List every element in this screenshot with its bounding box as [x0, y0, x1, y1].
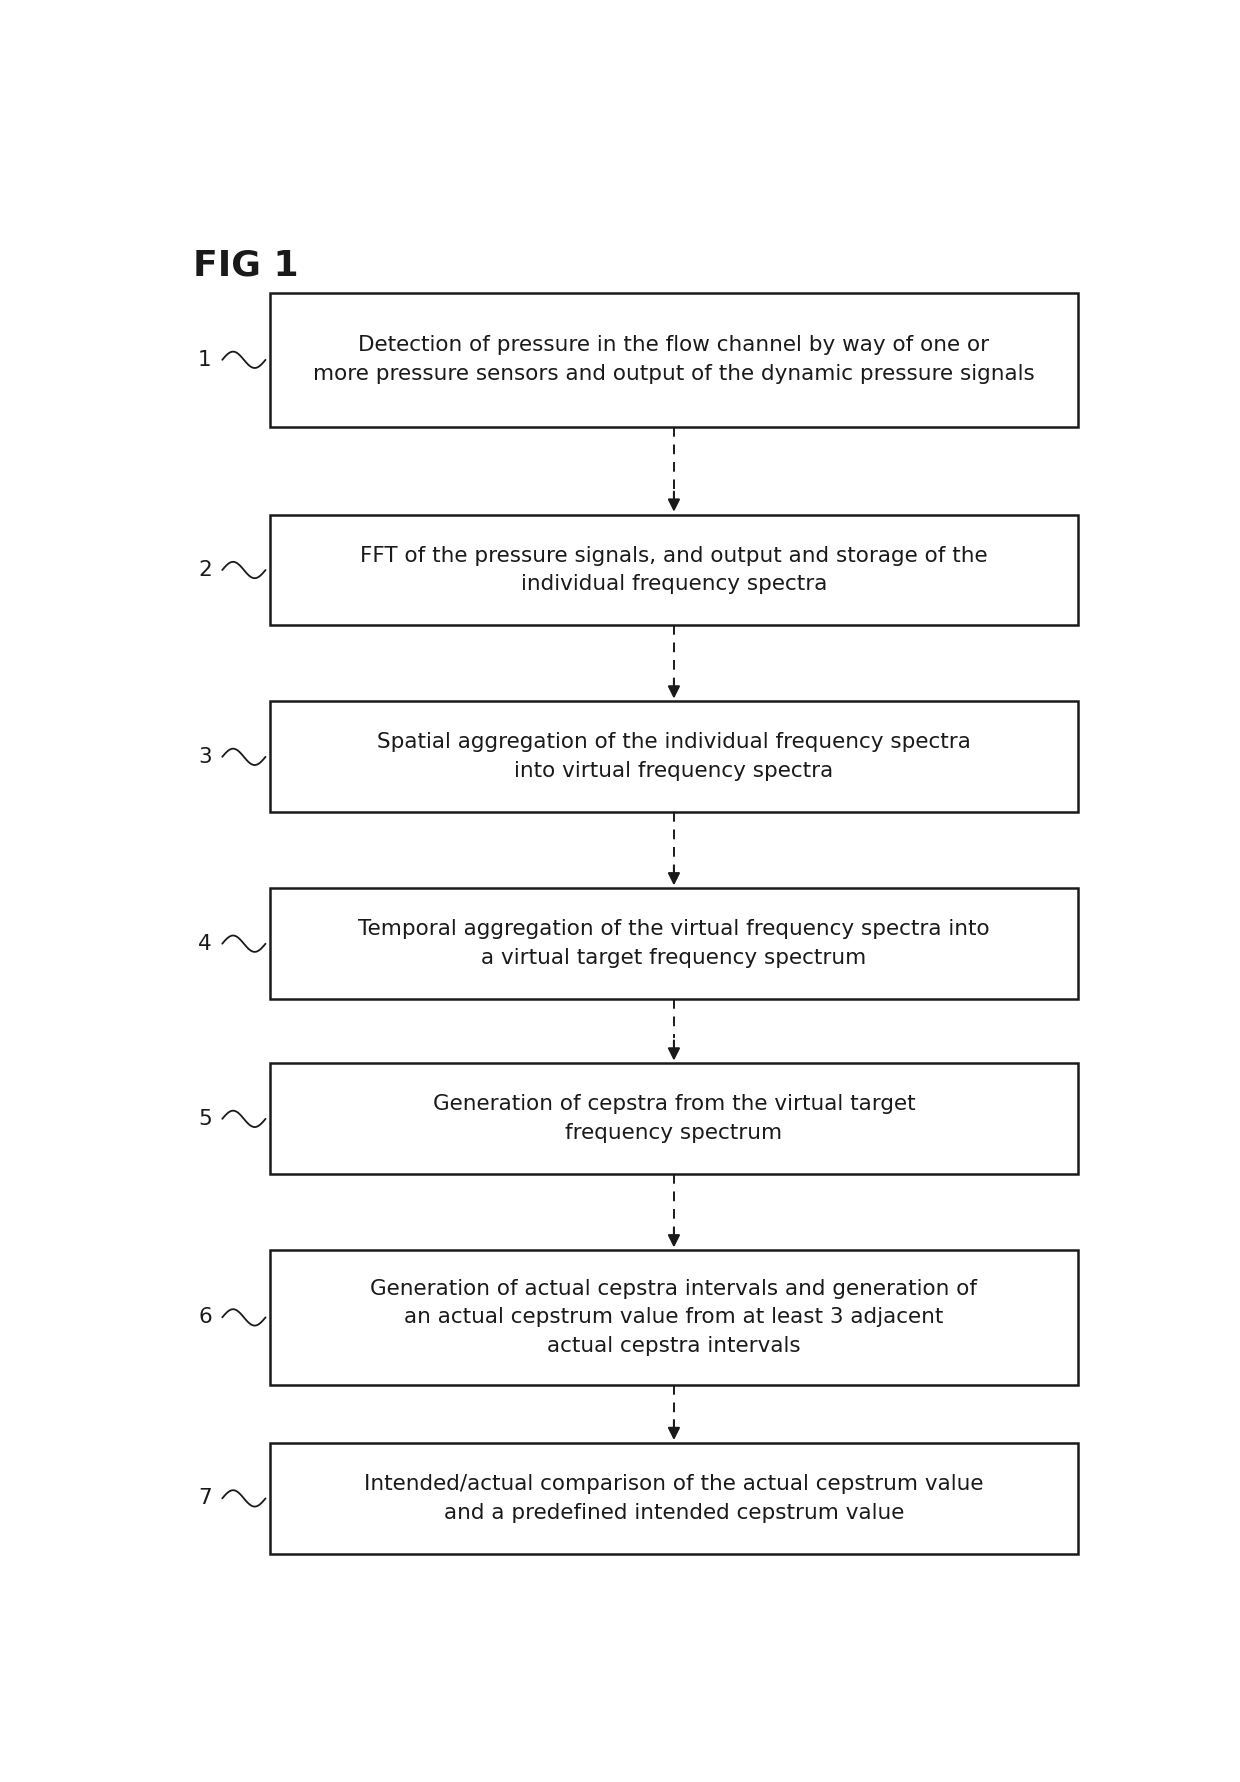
- Text: Detection of pressure in the flow channel by way of one or
more pressure sensors: Detection of pressure in the flow channe…: [312, 335, 1035, 385]
- Text: Spatial aggregation of the individual frequency spectra
into virtual frequency s: Spatial aggregation of the individual fr…: [377, 732, 971, 781]
- Bar: [270, 702, 1078, 813]
- Text: 7: 7: [198, 1488, 212, 1508]
- Text: 5: 5: [198, 1108, 212, 1128]
- Bar: [270, 1064, 1078, 1174]
- Bar: [270, 515, 1078, 625]
- Bar: [270, 292, 1078, 428]
- Bar: [270, 887, 1078, 1000]
- Text: Temporal aggregation of the virtual frequency spectra into
a virtual target freq: Temporal aggregation of the virtual freq…: [358, 920, 990, 968]
- Bar: [270, 1251, 1078, 1385]
- Text: 1: 1: [198, 349, 212, 371]
- Text: 4: 4: [198, 934, 212, 953]
- Text: 2: 2: [198, 560, 212, 579]
- Text: FIG 1: FIG 1: [193, 248, 299, 282]
- Text: Intended/actual comparison of the actual cepstrum value
and a predefined intende: Intended/actual comparison of the actual…: [365, 1474, 983, 1524]
- Text: Generation of cepstra from the virtual target
frequency spectrum: Generation of cepstra from the virtual t…: [433, 1094, 915, 1144]
- Bar: [270, 1443, 1078, 1554]
- Text: Generation of actual cepstra intervals and generation of
an actual cepstrum valu: Generation of actual cepstra intervals a…: [371, 1279, 977, 1356]
- Text: 6: 6: [198, 1308, 212, 1328]
- Text: 3: 3: [198, 747, 212, 766]
- Text: FFT of the pressure signals, and output and storage of the
individual frequency : FFT of the pressure signals, and output …: [360, 545, 988, 595]
